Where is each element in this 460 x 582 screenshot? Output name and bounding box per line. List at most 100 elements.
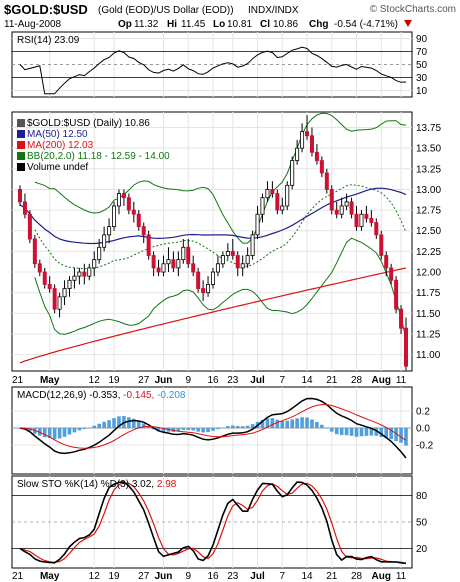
- macd-histogram-bar: [389, 428, 393, 440]
- date-axis-label: 7: [280, 571, 286, 582]
- macd-tick-label: 0.2: [416, 407, 430, 418]
- macd-histogram-bar: [310, 419, 314, 428]
- macd-histogram-bar: [290, 419, 294, 428]
- date-axis-label: 16: [207, 571, 219, 582]
- date-axis-label: 28: [351, 375, 363, 386]
- macd-histogram-bar: [339, 428, 344, 436]
- watermark: © StockCharts.com: [370, 4, 456, 15]
- candle-body: [146, 234, 151, 256]
- macd-histogram-bar: [156, 428, 161, 432]
- candle-body: [37, 263, 42, 273]
- candle-body: [206, 284, 211, 294]
- candle-body: [107, 226, 112, 236]
- macd-histogram-bar: [117, 416, 121, 428]
- macd-histogram-bar: [141, 423, 146, 428]
- macd-histogram-bar: [359, 428, 364, 437]
- candle-body: [394, 279, 399, 310]
- macd-label-hist: -0.208: [154, 390, 186, 401]
- price-tick-label: 13.75: [416, 123, 441, 134]
- date-axis-label: 21: [326, 375, 338, 386]
- candle-body: [121, 193, 126, 199]
- macd-histogram-bar: [300, 417, 304, 428]
- candle-body: [77, 271, 82, 277]
- svg-text:Slow STO %K(14) %D(3) 3.02, 2.: Slow STO %K(14) %D(3) 3.02, 2.98: [17, 479, 177, 490]
- candle-body: [403, 327, 408, 367]
- date-axis-label: 16: [207, 375, 219, 386]
- candle-body: [210, 271, 215, 285]
- macd-histogram-bar: [230, 425, 235, 428]
- rsi-tick-label: 30: [416, 73, 428, 84]
- sto-ticks: 80 50 20: [416, 491, 428, 555]
- price-tick-label: 11.25: [416, 329, 441, 340]
- close-label: Cl: [260, 19, 270, 30]
- date-axis-label: Aug: [372, 375, 391, 386]
- candle-body: [166, 259, 171, 265]
- legend-swatch: [17, 119, 25, 127]
- candle-body: [334, 209, 339, 215]
- macd-histogram-bar: [136, 421, 141, 428]
- price-layer: [17, 112, 408, 371]
- candle-body: [181, 246, 186, 261]
- macd-ticks: 0.2 0.0 -0.2: [416, 407, 434, 452]
- candle-body: [47, 284, 52, 289]
- price-tick-label: 13.25: [416, 164, 441, 175]
- high-label: Hi: [167, 19, 177, 30]
- date-axis-label: May: [40, 375, 60, 386]
- macd-histogram-bar: [349, 428, 354, 436]
- bollinger-middle-band: [34, 184, 407, 270]
- date-axis-sto: 21 May 12 19 27 Jun 9 16 23 Jul 7 14 21 28 Aug 11: [12, 571, 407, 582]
- date-axis-label: Jul: [250, 375, 265, 386]
- rsi-tick-label: 50: [416, 60, 428, 71]
- date-axis-label: 27: [138, 571, 150, 582]
- macd-histogram-bar: [364, 428, 369, 436]
- down-arrow-icon: [404, 20, 412, 27]
- macd-histogram-bar: [196, 428, 200, 432]
- candle-body: [27, 213, 32, 240]
- date-axis-label: Jun: [155, 571, 173, 582]
- date-axis-label: 21: [326, 571, 338, 582]
- candle-body: [275, 193, 280, 211]
- macd-histogram-bar: [176, 428, 181, 432]
- candle-body: [230, 250, 235, 256]
- macd-histogram-bar: [211, 428, 215, 431]
- macd-histogram-bar: [240, 426, 245, 428]
- change-label: Chg: [309, 19, 328, 30]
- rsi-label: RSI(14) 23.09: [17, 35, 80, 46]
- bollinger-lower-band: [34, 237, 407, 340]
- macd-histogram-bar: [325, 428, 329, 429]
- rsi-ticks: 90 70 50 30 10: [416, 34, 428, 97]
- macd-histogram-bar: [329, 428, 334, 432]
- legend-swatch: [17, 130, 25, 138]
- legend-entry: MA(200) 12.03: [27, 140, 94, 151]
- candle-body: [319, 160, 324, 174]
- candle-body: [32, 238, 37, 265]
- macd-histogram-bar: [82, 428, 87, 430]
- sto-tick-label: 50: [416, 518, 428, 529]
- macd-histogram-bar: [92, 425, 97, 428]
- candle-body: [22, 201, 27, 215]
- sto-layer: [19, 481, 407, 565]
- candle-body: [235, 255, 240, 269]
- price-tick-label: 12.25: [416, 247, 441, 258]
- date-axis-label: 11: [396, 375, 407, 386]
- price-tick-label: 12.75: [416, 206, 441, 217]
- macd-histogram-bar: [404, 428, 408, 446]
- candle-body: [389, 267, 394, 281]
- price-tick-label: 13.00: [416, 185, 441, 196]
- candle-body: [295, 147, 300, 161]
- sto-k-line: [19, 481, 407, 565]
- chart-date: 11-Aug-2008: [4, 19, 62, 30]
- price-tick-label: 11.50: [416, 309, 441, 320]
- candle-body: [112, 205, 117, 228]
- candle-body: [126, 197, 131, 211]
- candle-body: [225, 250, 230, 256]
- macd-histogram-bar: [206, 428, 210, 433]
- low-label: Lo: [213, 19, 225, 30]
- candle-body: [359, 213, 364, 228]
- candle-body: [42, 271, 47, 285]
- macd-histogram-bar: [72, 428, 77, 433]
- candle-body: [285, 184, 290, 207]
- candle-body: [250, 234, 255, 256]
- candle-body: [379, 234, 384, 256]
- bollinger-upper-band: [34, 112, 407, 244]
